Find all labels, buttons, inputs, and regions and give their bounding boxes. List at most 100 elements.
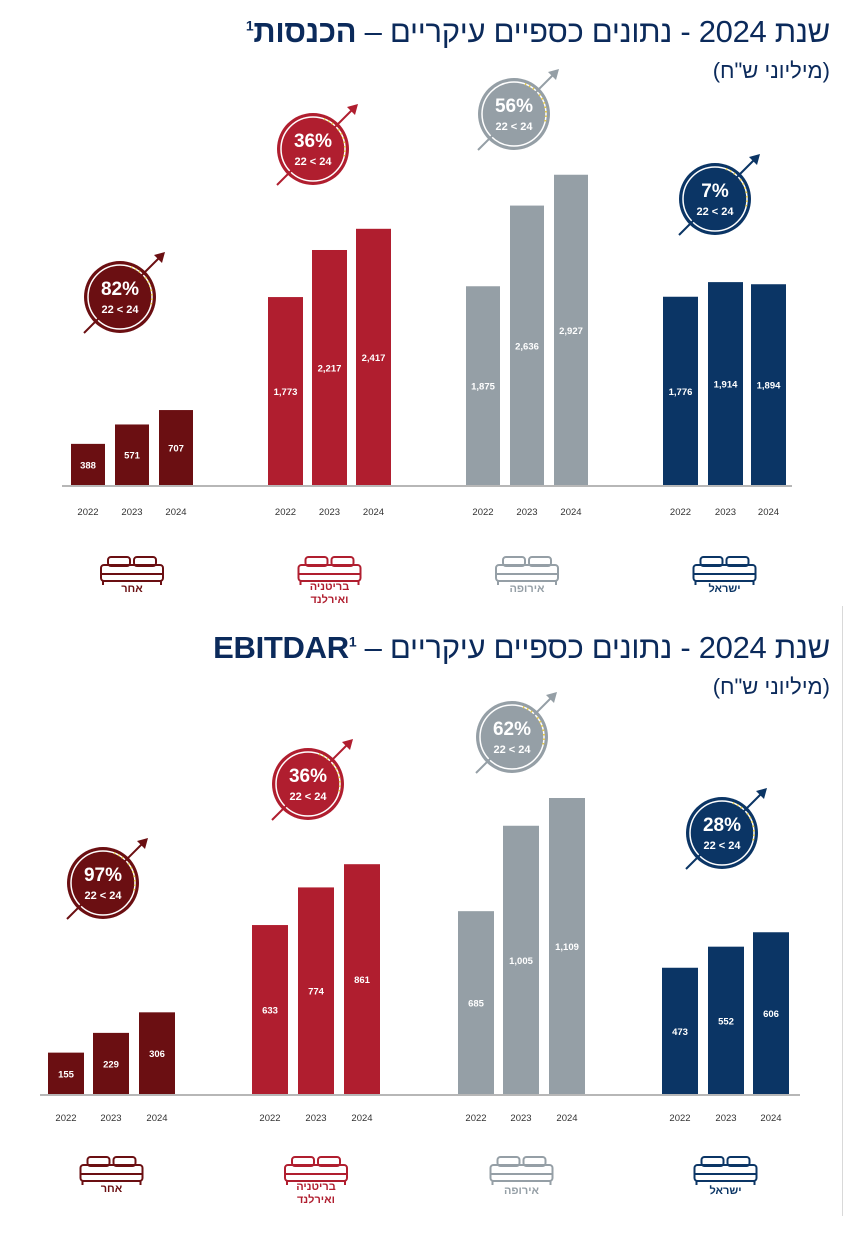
bar — [503, 825, 539, 1094]
badge-ring — [479, 704, 545, 770]
bed-icon — [495, 556, 559, 585]
badge-ring — [682, 166, 748, 232]
bar — [48, 1052, 84, 1094]
segment-group-other: 155 2022 229 2023 306 2024 97% 22 < 24 אחר — [48, 838, 175, 1195]
growth-percent: 7% — [701, 181, 729, 202]
growth-badge: 7% 22 < 24 — [678, 154, 760, 236]
bar-value-label: 633 — [262, 1006, 278, 1017]
bar — [312, 249, 347, 485]
x-tick-label: 2023 — [305, 1113, 326, 1124]
bar-value-label: 2,636 — [515, 341, 539, 352]
growth-percent: 28% — [703, 815, 741, 836]
growth-badge: 56% 22 < 24 — [477, 69, 559, 151]
bar-value-label: 2,927 — [559, 326, 583, 337]
bar-value-label: 774 — [308, 987, 325, 998]
bar — [139, 1012, 175, 1094]
x-tick-label: 2024 — [760, 1113, 781, 1124]
arrow-up-right-icon — [477, 69, 559, 151]
x-tick-label: 2023 — [100, 1113, 121, 1124]
bar-value-label: 1,875 — [471, 382, 495, 393]
bed-icon — [693, 1156, 758, 1185]
badge-dotted-arc — [113, 851, 136, 892]
bar-value-label: 1,776 — [669, 387, 693, 398]
growth-period: 22 < 24 — [294, 156, 332, 168]
ebitdar-title: שנת 2024 - נתונים כספיים עיקריים – EBITD… — [213, 630, 830, 665]
bar — [93, 1032, 129, 1094]
segment-label: אירופה — [504, 1185, 540, 1197]
growth-badge: 36% 22 < 24 — [276, 104, 358, 186]
segment-label: אירופה — [509, 583, 545, 595]
arrow-up-right-icon — [678, 154, 760, 236]
segment-group-israel: 473 2022 552 2023 606 2024 28% 22 < 24 ישראל — [662, 788, 789, 1197]
growth-percent: 36% — [294, 131, 332, 152]
revenue-subtitle: (מיליוני ש"ח) — [712, 58, 830, 83]
bar — [554, 174, 588, 485]
x-tick-label: 2022 — [465, 1113, 486, 1124]
growth-period: 22 < 24 — [84, 890, 122, 902]
growth-period: 22 < 24 — [101, 304, 139, 316]
x-tick-label: 2022 — [275, 507, 296, 518]
bar — [298, 887, 334, 1094]
x-tick-label: 2022 — [77, 507, 98, 518]
growth-percent: 56% — [495, 96, 533, 117]
badge-dotted-arc — [323, 117, 346, 158]
growth-period: 22 < 24 — [493, 744, 531, 756]
bed-icon — [489, 1156, 554, 1185]
bar — [458, 911, 494, 1094]
bar-value-label: 2,217 — [318, 363, 342, 374]
bar — [510, 205, 544, 486]
x-tick-label: 2023 — [319, 507, 340, 518]
bar-value-label: 1,894 — [757, 381, 781, 392]
bed-icon — [297, 556, 362, 585]
x-tick-label: 2024 — [363, 507, 384, 518]
badge-ring — [70, 850, 136, 916]
bar-value-label: 155 — [58, 1069, 75, 1080]
bar — [252, 925, 288, 1094]
bar-value-label: 707 — [168, 444, 184, 455]
bar-value-label: 388 — [80, 460, 96, 471]
segment-label: בריטניה ואירלנד — [296, 1181, 336, 1206]
badge-ring — [689, 800, 755, 866]
bar-value-label: 606 — [763, 1009, 779, 1020]
x-tick-label: 2023 — [121, 507, 142, 518]
arrow-up-right-icon — [66, 838, 148, 920]
badge-ring — [275, 751, 341, 817]
bar — [356, 228, 391, 485]
bar — [344, 864, 380, 1094]
bar — [708, 946, 744, 1094]
growth-period: 22 < 24 — [289, 791, 327, 803]
bar — [159, 410, 193, 485]
segment-label: ישראל — [708, 582, 740, 595]
segment-group-britain: 1,773 2022 2,217 2023 2,417 2024 36% 22 < 24 ברי… — [268, 104, 391, 606]
growth-percent: 36% — [289, 766, 327, 787]
bar-value-label: 229 — [103, 1059, 119, 1070]
bar-value-label: 1,773 — [274, 387, 298, 398]
segment-group-other: 388 2022 571 2023 707 2024 82% 22 < 24 אחר — [71, 252, 193, 595]
badge-dotted-arc — [522, 705, 545, 746]
badge-dotted-arc — [130, 265, 153, 306]
panel-divider — [842, 606, 843, 1216]
x-tick-label: 2023 — [715, 1113, 736, 1124]
segment-group-israel: 1,776 2022 1,914 2023 1,894 2024 7% 22 < 24 ישרא… — [663, 154, 786, 595]
badge-dotted-arc — [732, 801, 755, 842]
bar — [708, 282, 743, 485]
bed-icon — [79, 1156, 144, 1185]
x-tick-label: 2022 — [259, 1113, 280, 1124]
bar-value-label: 861 — [354, 975, 371, 986]
growth-badge: 62% 22 < 24 — [475, 692, 557, 774]
arrow-up-right-icon — [276, 104, 358, 186]
bar — [466, 286, 500, 485]
badge-ring — [87, 264, 153, 330]
x-tick-label: 2024 — [560, 507, 581, 518]
bar — [549, 798, 585, 1094]
bar — [268, 297, 303, 485]
x-tick-label: 2024 — [146, 1113, 167, 1124]
arrow-up-right-icon — [685, 788, 767, 870]
badge-ring — [481, 81, 547, 147]
bar — [71, 443, 105, 485]
segment-label: בריטניה ואירלנד — [310, 581, 350, 606]
growth-period: 22 < 24 — [495, 121, 533, 133]
bar-value-label: 306 — [149, 1049, 165, 1060]
growth-badge: 82% 22 < 24 — [83, 252, 165, 334]
x-tick-label: 2024 — [758, 507, 779, 518]
